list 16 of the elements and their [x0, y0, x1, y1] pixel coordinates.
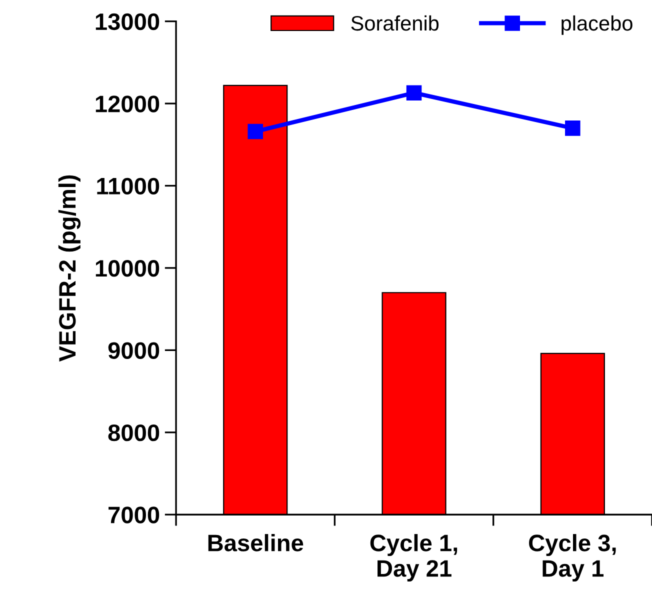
y-tick-label: 8000	[108, 424, 160, 442]
y-tick-label: 9000	[108, 342, 160, 359]
y-tick-label: 11000	[97, 178, 160, 195]
legend-label: placebo	[562, 15, 632, 35]
y-tick-label: 13000	[96, 13, 160, 30]
point	[565, 120, 580, 136]
y-tick-label: 12000	[96, 96, 160, 112]
x-tick-label: Cycle 3, Day 1	[529, 534, 616, 582]
point	[406, 85, 422, 100]
y-axis-title: VEGFR-2 (pg/ml)	[58, 175, 81, 362]
x-tick-label: Cycle 1, Day 21	[370, 534, 458, 582]
x-tick-label: Baseline	[208, 534, 304, 552]
y-tick-label: 7000	[108, 506, 160, 524]
legend-label: Sorafenib	[351, 15, 439, 31]
point	[248, 124, 264, 140]
y-tick-label: 10000	[96, 260, 160, 277]
